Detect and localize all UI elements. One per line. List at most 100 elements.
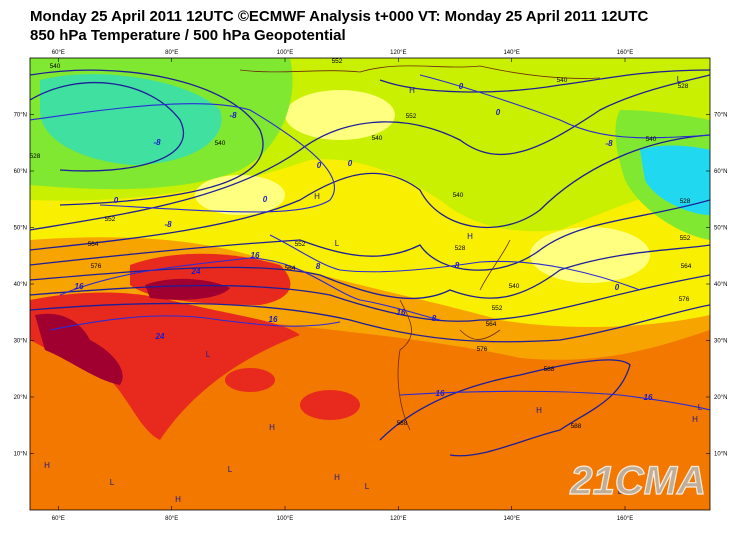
pressure-centre: H [314, 192, 320, 201]
geopotential-label: 552 [492, 305, 503, 312]
field-hot [225, 368, 275, 392]
watermark: 21CMA [569, 459, 706, 503]
temperature-label: 16 [644, 393, 653, 402]
lon-label: 140°E [503, 516, 519, 522]
lon-label: 120°E [390, 50, 406, 56]
lat-label: 60°N [714, 169, 727, 175]
geopotential-label: 552 [295, 241, 306, 248]
geopotential-label: 588 [571, 423, 582, 430]
contour [30, 69, 264, 206]
pressure-centre: L [110, 478, 115, 487]
geopotential-label: 576 [91, 263, 102, 270]
geopotential-label: 564 [486, 321, 497, 328]
lon-label: 140°E [503, 50, 519, 56]
geopotential-label: 540 [215, 140, 226, 147]
temperature-label: 16 [251, 251, 260, 260]
temperature-label: 0 [263, 195, 268, 204]
lon-label: 60°E [52, 50, 65, 56]
geopotential-label: 588 [544, 366, 555, 373]
lon-label: 100°E [277, 50, 293, 56]
title-line-1: Monday 25 April 2011 12UTC ©ECMWF Analys… [30, 8, 649, 25]
coastline [239, 65, 601, 431]
geopotential-label: 528 [680, 198, 691, 205]
temperature-label: 16 [397, 308, 406, 317]
field-band [40, 74, 222, 165]
lat-label: 50°N [14, 226, 27, 232]
temperature-label: 24 [155, 332, 165, 341]
temperature-label: 8 [455, 261, 460, 270]
field-hot [300, 390, 360, 420]
pressure-centre: L [365, 482, 370, 491]
temperature-label: 16 [436, 389, 445, 398]
temperature-label: 0 [496, 108, 501, 117]
lat-label: 20°N [14, 395, 27, 401]
temperature-label: 8 [316, 262, 321, 271]
lat-label: 50°N [714, 226, 727, 232]
field-patch [195, 175, 285, 215]
temperature-label: 16 [269, 315, 278, 324]
geopotential-label: 552 [332, 58, 343, 65]
contour [30, 103, 336, 213]
contour [399, 390, 710, 411]
temperature-label: -8 [164, 220, 172, 229]
temperature-label: 24 [191, 267, 201, 276]
geopotential-label: 540 [509, 283, 520, 290]
temperature-label: 0 [615, 283, 620, 292]
lon-label: 100°E [277, 516, 293, 522]
lat-label: 70°N [714, 113, 727, 119]
geopotential-label: 540 [646, 136, 657, 143]
field [30, 58, 710, 510]
contour [30, 74, 710, 231]
field-patch [530, 227, 650, 283]
geopotential-label: 552 [406, 113, 417, 120]
geopotential-label: 540 [557, 77, 568, 84]
pressure-centre: H [692, 415, 698, 424]
pressure-centre: H [44, 461, 50, 470]
geopotential-label: 528 [678, 83, 689, 90]
lat-label: 20°N [714, 395, 727, 401]
pressure-centre: L [335, 239, 340, 248]
lat-label: 70°N [14, 113, 27, 119]
temperature-label: 0 [459, 82, 464, 91]
contour [30, 244, 710, 299]
lat-label: 30°N [714, 339, 727, 345]
contour [379, 359, 631, 457]
pressure-centre: H [175, 495, 181, 504]
lat-label: 40°N [714, 282, 727, 288]
lat-label: 30°N [14, 339, 27, 345]
geopotential-label: 540 [372, 135, 383, 142]
temperature-label: -8 [229, 111, 237, 120]
temperature-label: 8 [432, 314, 437, 323]
geopotential-label: 528 [30, 153, 41, 160]
field-hot [145, 278, 230, 300]
contour [419, 74, 710, 139]
temperature-label: -8 [153, 138, 161, 147]
temperature-label: 16 [75, 282, 84, 291]
contour [59, 257, 441, 321]
field-patch [285, 90, 395, 140]
contour [30, 199, 710, 271]
geopotential-label: 540 [453, 192, 464, 199]
contour [30, 82, 184, 172]
lat-label: 60°N [14, 169, 27, 175]
geopotential-label: 552 [105, 216, 116, 223]
temperature-label: 0 [317, 161, 322, 170]
contour [379, 69, 710, 93]
geopotential-label: 528 [455, 245, 466, 252]
geopotential-label: 552 [680, 235, 691, 242]
geopotential-label: 588 [397, 420, 408, 427]
temperature-label: 0 [114, 196, 119, 205]
geopotential-label: 564 [681, 263, 692, 270]
lat-label: 40°N [14, 282, 27, 288]
contour [49, 315, 341, 331]
field-hot [30, 292, 300, 440]
field-hot [35, 313, 123, 385]
pressure-centre: H [467, 232, 473, 241]
pressure-centre: H [334, 473, 340, 482]
pressure-centre: H [536, 406, 542, 415]
temperature-label: -8 [605, 139, 613, 148]
field-band [640, 145, 710, 215]
pressure-centre: H [269, 423, 275, 432]
title-line-2: 850 hPa Temperature / 500 hPa Geopotenti… [30, 27, 346, 44]
geopotential-label: 540 [50, 63, 61, 70]
